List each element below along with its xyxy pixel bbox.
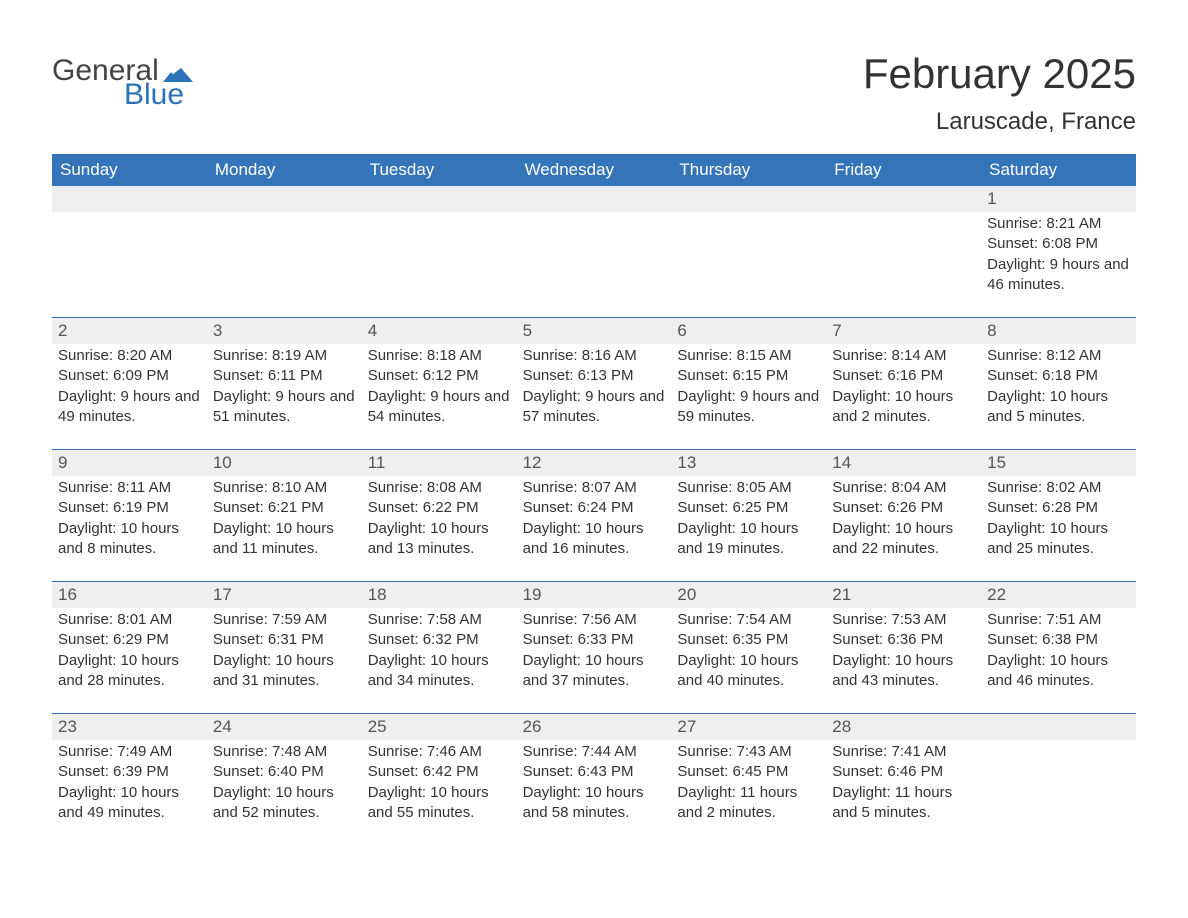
day-number xyxy=(362,186,517,212)
flag-icon xyxy=(163,64,193,82)
day-details: Sunrise: 8:16 AMSunset: 6:13 PMDaylight:… xyxy=(517,344,672,427)
day-details: Sunrise: 7:44 AMSunset: 6:43 PMDaylight:… xyxy=(517,740,672,823)
day-details xyxy=(207,212,362,295)
day-details: Sunrise: 8:10 AMSunset: 6:21 PMDaylight:… xyxy=(207,476,362,559)
day-details: Sunrise: 8:11 AMSunset: 6:19 PMDaylight:… xyxy=(52,476,207,559)
day-details: Sunrise: 7:53 AMSunset: 6:36 PMDaylight:… xyxy=(826,608,981,691)
logo: General Blue xyxy=(52,50,193,112)
day-number xyxy=(981,714,1136,740)
day-number xyxy=(826,186,981,212)
day-number: 6 xyxy=(671,318,826,344)
weekday-header: Wednesday xyxy=(517,154,672,186)
header-area: General Blue February 2025 Laruscade, Fr… xyxy=(52,50,1136,150)
page-title: February 2025 xyxy=(863,50,1136,98)
day-number: 18 xyxy=(362,582,517,608)
day-number: 8 xyxy=(981,318,1136,344)
day-number: 11 xyxy=(362,450,517,476)
day-number: 14 xyxy=(826,450,981,476)
day-number: 22 xyxy=(981,582,1136,608)
weekday-header: Sunday xyxy=(52,154,207,186)
day-details: Sunrise: 7:41 AMSunset: 6:46 PMDaylight:… xyxy=(826,740,981,823)
day-number xyxy=(671,186,826,212)
weekday-header: Tuesday xyxy=(362,154,517,186)
day-details: Sunrise: 8:20 AMSunset: 6:09 PMDaylight:… xyxy=(52,344,207,427)
day-details: Sunrise: 8:02 AMSunset: 6:28 PMDaylight:… xyxy=(981,476,1136,559)
day-number: 9 xyxy=(52,450,207,476)
day-details: Sunrise: 7:46 AMSunset: 6:42 PMDaylight:… xyxy=(362,740,517,823)
day-details: Sunrise: 7:51 AMSunset: 6:38 PMDaylight:… xyxy=(981,608,1136,691)
details-row: Sunrise: 8:11 AMSunset: 6:19 PMDaylight:… xyxy=(52,476,1136,581)
day-details: Sunrise: 7:56 AMSunset: 6:33 PMDaylight:… xyxy=(517,608,672,691)
day-details: Sunrise: 7:54 AMSunset: 6:35 PMDaylight:… xyxy=(671,608,826,691)
daynum-row: 1 xyxy=(52,186,1136,212)
weekday-header: Thursday xyxy=(671,154,826,186)
daynum-row: 9101112131415 xyxy=(52,450,1136,476)
day-number: 4 xyxy=(362,318,517,344)
day-number: 28 xyxy=(826,714,981,740)
logo-text-blue: Blue xyxy=(124,78,184,112)
day-details: Sunrise: 8:15 AMSunset: 6:15 PMDaylight:… xyxy=(671,344,826,427)
day-details: Sunrise: 7:48 AMSunset: 6:40 PMDaylight:… xyxy=(207,740,362,823)
day-details: Sunrise: 8:08 AMSunset: 6:22 PMDaylight:… xyxy=(362,476,517,559)
day-number: 10 xyxy=(207,450,362,476)
day-number: 27 xyxy=(671,714,826,740)
details-row: Sunrise: 7:49 AMSunset: 6:39 PMDaylight:… xyxy=(52,740,1136,845)
day-details xyxy=(981,740,1136,823)
day-details: Sunrise: 8:18 AMSunset: 6:12 PMDaylight:… xyxy=(362,344,517,427)
day-number: 13 xyxy=(671,450,826,476)
day-number xyxy=(517,186,672,212)
day-number: 25 xyxy=(362,714,517,740)
day-number: 3 xyxy=(207,318,362,344)
calendar-page: General Blue February 2025 Laruscade, Fr… xyxy=(0,0,1188,875)
day-details xyxy=(362,212,517,295)
calendar-grid: SundayMondayTuesdayWednesdayThursdayFrid… xyxy=(52,154,1136,845)
details-row: Sunrise: 8:21 AMSunset: 6:08 PMDaylight:… xyxy=(52,212,1136,317)
day-number: 20 xyxy=(671,582,826,608)
day-details: Sunrise: 8:04 AMSunset: 6:26 PMDaylight:… xyxy=(826,476,981,559)
day-number: 17 xyxy=(207,582,362,608)
day-details: Sunrise: 7:58 AMSunset: 6:32 PMDaylight:… xyxy=(362,608,517,691)
day-details: Sunrise: 7:43 AMSunset: 6:45 PMDaylight:… xyxy=(671,740,826,823)
day-number: 7 xyxy=(826,318,981,344)
day-number: 5 xyxy=(517,318,672,344)
day-details xyxy=(671,212,826,295)
day-number: 12 xyxy=(517,450,672,476)
title-block: February 2025 Laruscade, France xyxy=(863,50,1136,150)
weeks-container: 1Sunrise: 8:21 AMSunset: 6:08 PMDaylight… xyxy=(52,186,1136,845)
weekday-header: Monday xyxy=(207,154,362,186)
daynum-row: 2345678 xyxy=(52,318,1136,344)
day-number: 15 xyxy=(981,450,1136,476)
day-number xyxy=(207,186,362,212)
day-details: Sunrise: 8:14 AMSunset: 6:16 PMDaylight:… xyxy=(826,344,981,427)
day-number: 1 xyxy=(981,186,1136,212)
weekday-header: Saturday xyxy=(981,154,1136,186)
weekday-header: Friday xyxy=(826,154,981,186)
day-number: 19 xyxy=(517,582,672,608)
day-details xyxy=(52,212,207,295)
day-details: Sunrise: 8:07 AMSunset: 6:24 PMDaylight:… xyxy=(517,476,672,559)
daynum-row: 232425262728 xyxy=(52,714,1136,740)
day-number: 21 xyxy=(826,582,981,608)
weekday-header-row: SundayMondayTuesdayWednesdayThursdayFrid… xyxy=(52,154,1136,186)
day-details: Sunrise: 8:12 AMSunset: 6:18 PMDaylight:… xyxy=(981,344,1136,427)
day-details: Sunrise: 7:49 AMSunset: 6:39 PMDaylight:… xyxy=(52,740,207,823)
day-details xyxy=(517,212,672,295)
day-number: 2 xyxy=(52,318,207,344)
details-row: Sunrise: 8:01 AMSunset: 6:29 PMDaylight:… xyxy=(52,608,1136,713)
details-row: Sunrise: 8:20 AMSunset: 6:09 PMDaylight:… xyxy=(52,344,1136,449)
day-details: Sunrise: 8:01 AMSunset: 6:29 PMDaylight:… xyxy=(52,608,207,691)
day-details: Sunrise: 7:59 AMSunset: 6:31 PMDaylight:… xyxy=(207,608,362,691)
day-number xyxy=(52,186,207,212)
day-number: 23 xyxy=(52,714,207,740)
day-number: 26 xyxy=(517,714,672,740)
day-number: 16 xyxy=(52,582,207,608)
daynum-row: 16171819202122 xyxy=(52,582,1136,608)
day-details: Sunrise: 8:05 AMSunset: 6:25 PMDaylight:… xyxy=(671,476,826,559)
location-text: Laruscade, France xyxy=(863,108,1136,136)
day-details: Sunrise: 8:21 AMSunset: 6:08 PMDaylight:… xyxy=(981,212,1136,295)
day-details xyxy=(826,212,981,295)
day-number: 24 xyxy=(207,714,362,740)
day-details: Sunrise: 8:19 AMSunset: 6:11 PMDaylight:… xyxy=(207,344,362,427)
